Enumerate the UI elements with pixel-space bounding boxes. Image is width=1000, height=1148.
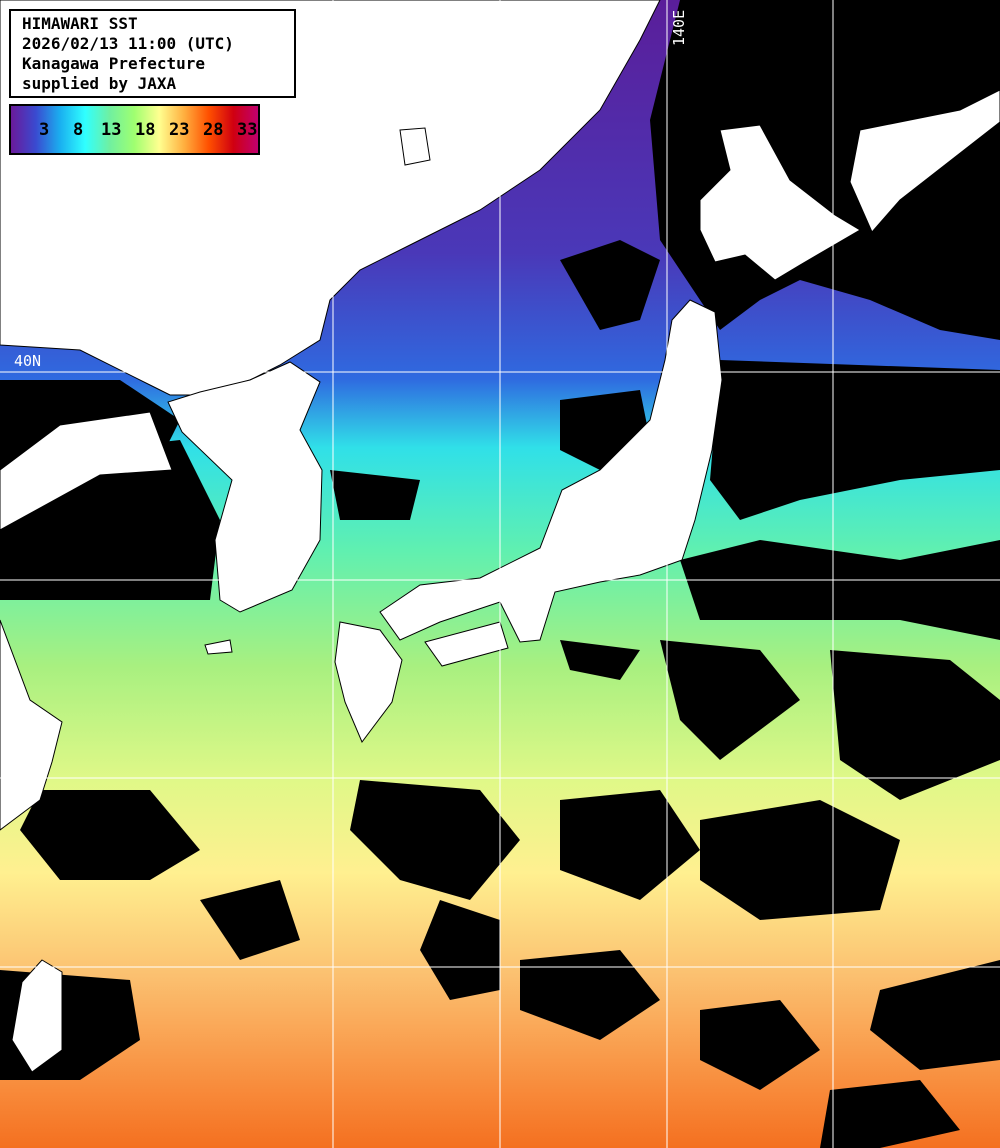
land-taiwan — [11, 959, 63, 1073]
region-label: Kanagawa Prefecture — [22, 54, 206, 73]
land-kyushu — [334, 621, 403, 743]
land — [0, 0, 1000, 1073]
lat-label-40n: 40N — [14, 352, 42, 370]
scale-tick: 28 — [203, 120, 224, 140]
info-box: HIMAWARI SST 2026/02/13 11:00 (UTC) Kana… — [9, 9, 296, 98]
land-honshu — [379, 299, 723, 643]
observation-datetime: 2026/02/13 11:00 (UTC) — [22, 34, 234, 53]
scale-tick: 8 — [73, 120, 84, 140]
scale-tick: 23 — [169, 120, 190, 140]
scale-tick: 18 — [135, 120, 156, 140]
scale-tick: 33 — [237, 120, 258, 140]
scale-tick: 3 — [39, 120, 50, 140]
land-korea — [167, 361, 323, 613]
land-island — [204, 639, 233, 655]
lon-label-140e: 140E — [670, 9, 688, 46]
land-asia-mainland — [0, 0, 661, 396]
color-scale-legend: 3 8 13 18 23 28 33 — [9, 104, 260, 155]
land-island — [399, 127, 431, 166]
lat-label-30n: 30N — [10, 760, 38, 778]
land-china-north — [0, 411, 173, 531]
scale-tick: 13 — [101, 120, 122, 140]
land-shikoku — [424, 621, 509, 667]
product-title: HIMAWARI SST — [22, 14, 138, 33]
land-sakhalin — [849, 89, 1000, 233]
credit-label: supplied by JAXA — [22, 74, 177, 93]
land-hokkaido — [699, 124, 861, 281]
